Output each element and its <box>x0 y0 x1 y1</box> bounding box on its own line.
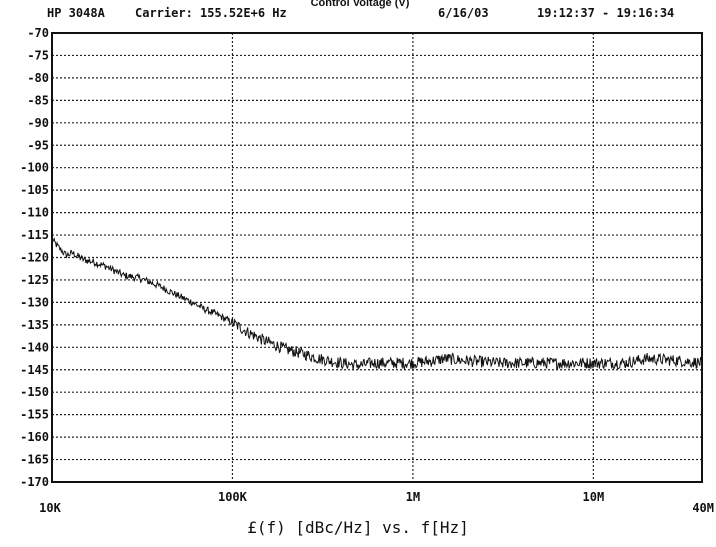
x-axis-label: £(f) [dBc/Hz] vs. f[Hz] <box>247 518 469 537</box>
y-tick-label: -125 <box>20 273 49 287</box>
y-axis-ticks: -70 -75 -80 -85 -90 -95 -100 -105 -110 -115 -120 -1… <box>20 26 49 489</box>
y-tick-label: -160 <box>20 430 49 444</box>
instrument-label: HP 3048A <box>47 6 105 20</box>
y-tick-label: -120 <box>20 251 49 265</box>
x-tick-label: 10K <box>39 501 61 515</box>
y-tick-label: -170 <box>20 475 49 489</box>
y-tick-label: -110 <box>20 206 49 220</box>
y-tick-label: -90 <box>27 116 49 130</box>
y-tick-label: -85 <box>27 93 49 107</box>
y-tick-label: -155 <box>20 408 49 422</box>
grid-lines <box>52 33 702 482</box>
plot-frame <box>51 32 703 483</box>
overlay-title: Control Voltage (V) <box>310 0 410 9</box>
y-tick-label: -80 <box>27 71 49 85</box>
x-tick-label: 10M <box>583 490 605 504</box>
y-tick-label: -145 <box>20 363 49 377</box>
time-range-label: 19:12:37 - 19:16:34 <box>537 6 675 20</box>
x-tick-label: 1M <box>406 490 420 504</box>
y-tick-label: -130 <box>20 295 49 309</box>
x-tick-label: 100K <box>218 490 248 504</box>
carrier-label: Carrier: 155.52E+6 Hz <box>135 6 287 20</box>
y-tick-label: -75 <box>27 48 49 62</box>
y-tick-label: -150 <box>20 385 49 399</box>
y-tick-label: -135 <box>20 318 49 332</box>
y-tick-label: -95 <box>27 138 49 152</box>
y-tick-label: -105 <box>20 183 49 197</box>
y-tick-label: -140 <box>20 340 49 354</box>
y-tick-label: -100 <box>20 161 49 175</box>
date-label: 6/16/03 <box>438 6 489 20</box>
x-tick-label: 40M <box>692 501 714 515</box>
x-axis-ticks: 10K 100K 1M 10M 40M <box>39 490 714 515</box>
phase-noise-trace <box>51 237 703 371</box>
y-tick-label: -70 <box>27 26 49 40</box>
y-tick-label: -165 <box>20 453 49 467</box>
y-tick-label: -115 <box>20 228 49 242</box>
